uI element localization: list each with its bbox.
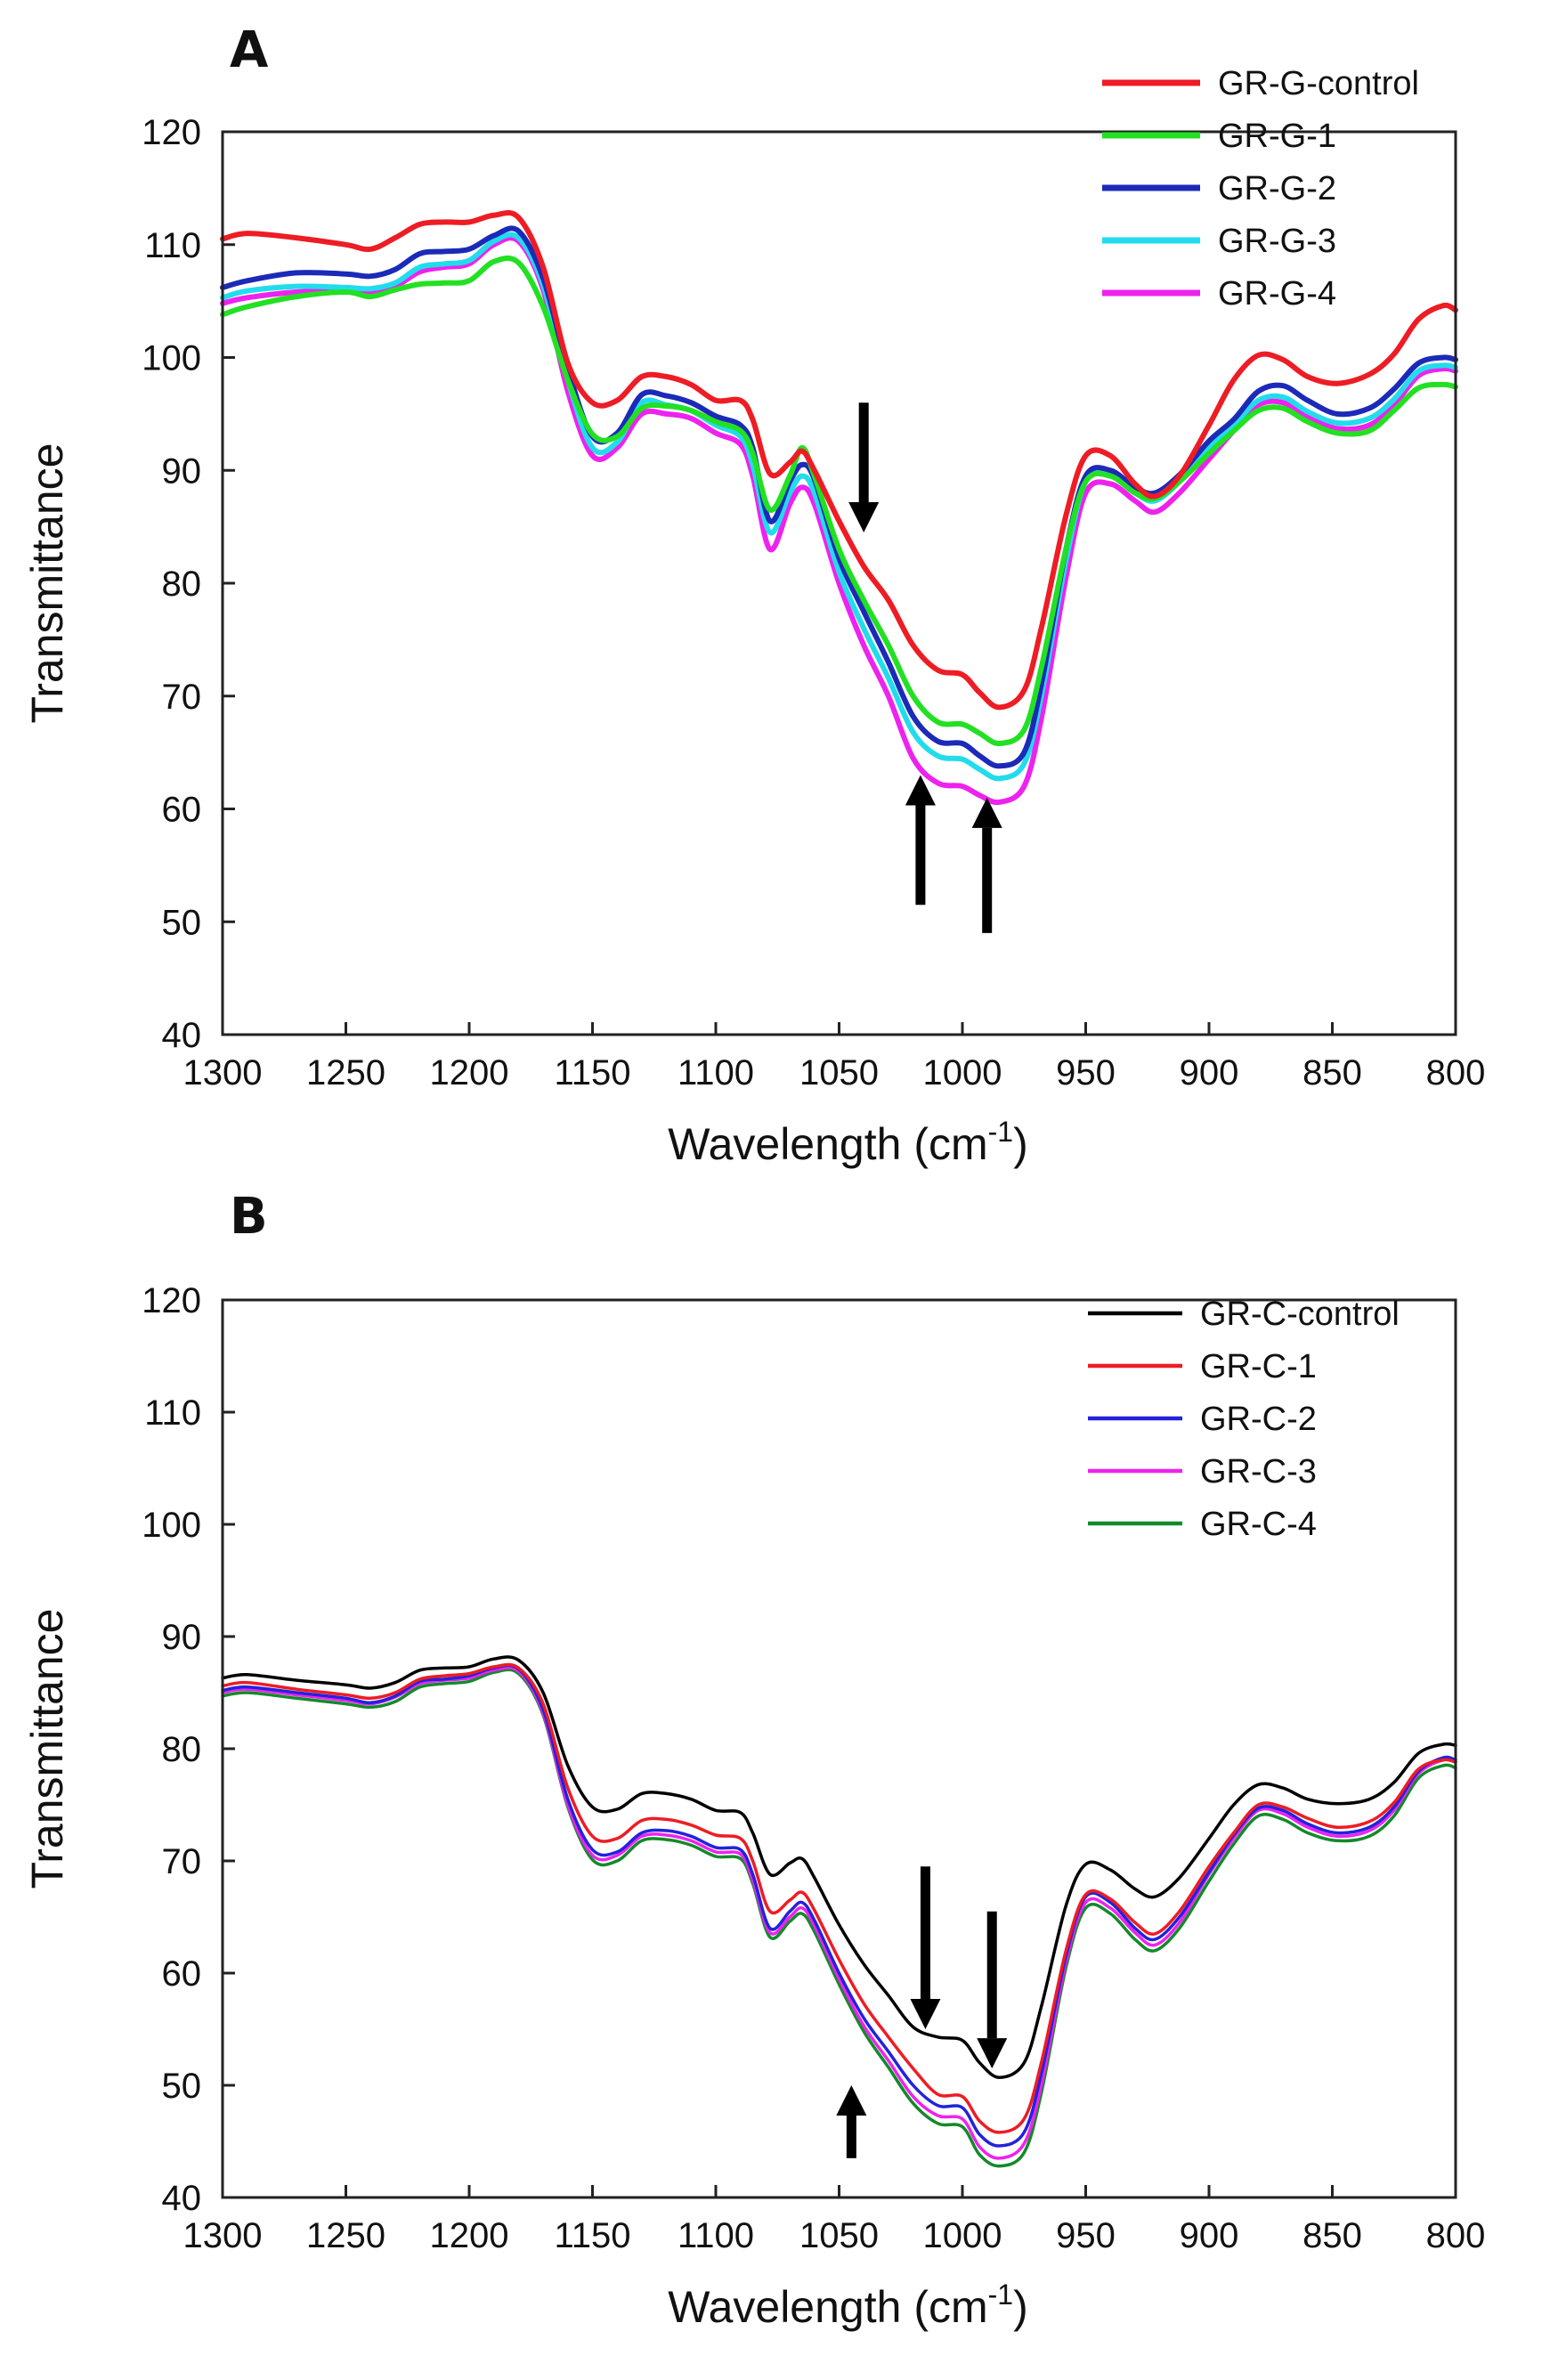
panel-b-y-tick-label: 80	[162, 1730, 202, 1769]
panel-b-series-line-gr-c-3	[221, 1666, 1457, 2160]
panel-a-x-tick-label: 1150	[554, 1053, 630, 1093]
panel-b-x-axis-title-main: Wavelength (cm	[668, 2282, 987, 2332]
panel-b-x-tick-label: 1150	[554, 2216, 630, 2255]
panel-b-arrow-up-head	[836, 2085, 867, 2116]
panel-a-y-axis-title: Transmittance	[22, 443, 72, 724]
panel-b-y-tick-label: 120	[142, 1281, 201, 1320]
panel-b-legend-label: GR-C-3	[1200, 1453, 1317, 1491]
panel-a-x-axis-title-main: Wavelength (cm	[668, 1119, 987, 1169]
panel-b-y-tick-label: 40	[162, 2179, 202, 2218]
panel-b-y-tick-label: 70	[162, 1842, 202, 1881]
panel-b-arrow-down-head	[910, 1999, 941, 2029]
panel-a-x-tick-label: 1300	[183, 1053, 263, 1093]
panel-b-x-tick-label: 1100	[678, 2216, 754, 2255]
panel-a-arrow-up-head	[971, 797, 1002, 828]
panel-a-x-tick-label: 900	[1180, 1053, 1239, 1093]
panel-a-x-axis-title-superscript: -1	[988, 1116, 1013, 1148]
panel-b-legend: GR-C-control GR-C-1 GR-C-2 GR-C-3 GR-C-4	[1088, 1296, 1400, 1543]
panel-a-series-line-gr-g-control	[220, 210, 1458, 711]
panel-b-arrow-down-head	[977, 2038, 1008, 2069]
panel-b-series-line-gr-c-1	[221, 1662, 1457, 2134]
panel-a-arrows	[848, 402, 1002, 933]
panel-a-y-tick-label: 60	[162, 791, 202, 830]
panel-a-x-tick-label: 850	[1302, 1053, 1362, 1093]
panel-b-x-tick-label: 950	[1056, 2216, 1116, 2255]
panel-a-legend-label: GR-G-4	[1218, 275, 1336, 313]
panel-a: A 1300 1250 1200 1150 1100 1050 1000 950 900 850 8…	[22, 21, 1485, 1169]
panel-a-y-tick-label: 70	[162, 678, 202, 717]
panel-b-x-axis-title-close: )	[1013, 2282, 1028, 2332]
panel-a-x-tick-label: 1050	[799, 1053, 879, 1093]
panel-a-x-tick-label: 1100	[678, 1053, 754, 1093]
panel-a-legend-label: GR-G-1	[1218, 118, 1336, 155]
panel-a-y-tick-label: 90	[162, 451, 202, 491]
panel-b-y-tick-label: 100	[142, 1506, 201, 1545]
panel-b-arrows	[836, 1866, 1008, 2158]
panel-a-legend-label: GR-G-control	[1218, 65, 1419, 102]
panel-a-x-tick-label: 1250	[306, 1053, 385, 1093]
panel-a-y-tick-label: 110	[144, 226, 201, 265]
panel-a-x-tick-label: 1200	[430, 1053, 509, 1093]
panel-a-x-tick-label: 800	[1426, 1053, 1486, 1093]
panel-b-series-line-gr-c-4	[221, 1668, 1457, 2168]
panel-b-y-tick-label: 50	[162, 2067, 202, 2106]
panel-a-y-tick-label: 120	[142, 113, 201, 152]
panel-a-legend-label: GR-G-3	[1218, 223, 1336, 260]
panel-a-y-tick-label: 100	[142, 339, 201, 378]
panel-b-plot-area	[221, 1655, 1457, 2168]
panel-a-series-line-gr-g-1	[220, 255, 1458, 746]
panel-a-x-axis-title: Wavelength (cm-1)	[668, 1116, 1027, 1169]
panel-b-legend-label: GR-C-1	[1200, 1348, 1317, 1385]
panel-b-y-tick-label: 60	[162, 1954, 202, 1994]
panel-a-series-line-gr-g-3	[220, 232, 1458, 782]
panel-b-y-tick-label: 110	[144, 1393, 201, 1433]
panel-b-legend-label: GR-C-2	[1200, 1401, 1317, 1438]
panel-b-legend-label: GR-C-control	[1200, 1296, 1400, 1333]
panel-b-x-tick-label: 900	[1180, 2216, 1239, 2255]
panel-b-y-tick-label: 90	[162, 1618, 202, 1657]
panel-a-arrow-up-head	[905, 775, 936, 806]
panel-a-x-tick-label: 1000	[923, 1053, 1002, 1093]
panel-b-x-axis-title: Wavelength (cm-1)	[668, 2278, 1027, 2332]
panel-a-ticks: 1300 1250 1200 1150 1100 1050 1000 950 900 850 800…	[142, 113, 1485, 1093]
panel-a-x-tick-label: 950	[1056, 1053, 1116, 1093]
panel-b-x-tick-label: 1300	[183, 2216, 263, 2255]
panel-b-x-tick-label: 1050	[799, 2216, 879, 2255]
panel-b-x-tick-label: 1200	[430, 2216, 509, 2255]
panel-b-y-axis-title: Transmittance	[22, 1609, 72, 1889]
panel-a-y-tick-label: 40	[162, 1016, 202, 1055]
panel-b-x-axis-title-superscript: -1	[988, 2278, 1013, 2311]
panel-a-label: A	[230, 21, 269, 79]
panel-b-label: B	[230, 1188, 268, 1246]
panel-a-plot-area	[220, 210, 1458, 806]
panel-b-x-tick-label: 800	[1426, 2216, 1486, 2255]
panel-a-series-line-gr-g-2	[220, 225, 1458, 769]
panel-a-x-axis-title-close: )	[1013, 1119, 1028, 1169]
panel-b-legend-label: GR-C-4	[1200, 1506, 1317, 1543]
panel-b-x-tick-label: 1250	[306, 2216, 385, 2255]
panel-a-legend: GR-G-control GR-G-1 GR-G-2 GR-G-3 GR-G-4	[1102, 65, 1419, 313]
panel-b-x-tick-label: 850	[1302, 2216, 1362, 2255]
panel-a-y-tick-label: 50	[162, 903, 202, 942]
panel-b-x-tick-label: 1000	[923, 2216, 1002, 2255]
panel-b: B 1300 1250 1200 1150 1100 1050 1000 950 900 850 8…	[22, 1188, 1485, 2332]
panel-b-series-line-gr-c-control	[221, 1655, 1457, 2079]
panel-a-legend-label: GR-G-2	[1218, 170, 1336, 207]
panel-b-ticks: 1300 1250 1200 1150 1100 1050 1000 950 900 850 800…	[142, 1281, 1485, 2255]
panel-a-arrow-down-head	[848, 501, 880, 532]
panel-a-y-tick-label: 80	[162, 565, 202, 604]
